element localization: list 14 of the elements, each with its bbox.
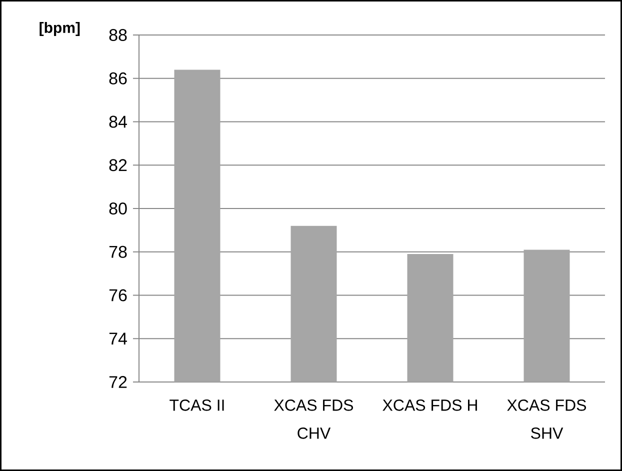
y-tick-label: 88 <box>109 28 127 42</box>
y-tick-label: 82 <box>109 159 127 172</box>
x-tick-label: XCAS FDS H <box>382 400 477 411</box>
x-tick-label: XCAS FDS CHV <box>274 400 354 439</box>
x-tick-label: XCAS FDS SHV <box>507 400 586 439</box>
y-tick-label: 80 <box>109 202 127 215</box>
y-tick-label: 86 <box>109 72 127 84</box>
y-tick-label: 84 <box>109 116 127 128</box>
y-tick-label: 72 <box>109 376 127 388</box>
y-tick-label: 78 <box>109 246 127 258</box>
y-tick-label: 74 <box>109 332 127 344</box>
x-tick-label: TCAS II <box>170 400 224 411</box>
y-axis-title: [bpm] <box>40 22 80 36</box>
y-tick-label: 76 <box>109 289 127 302</box>
